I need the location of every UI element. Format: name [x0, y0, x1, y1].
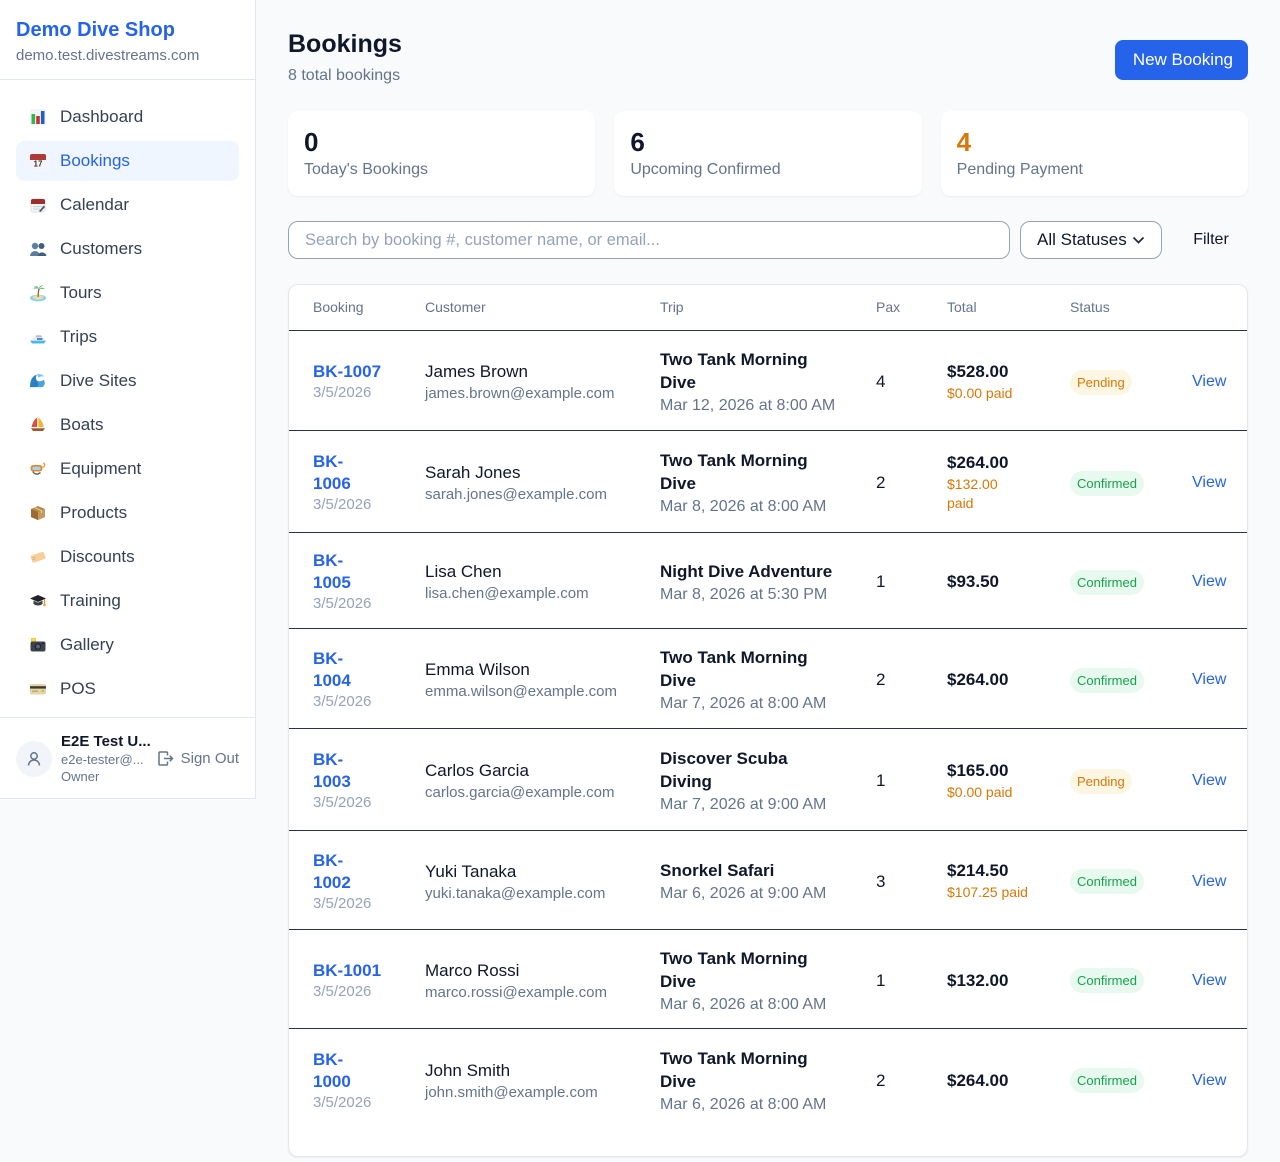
svg-text:17: 17 — [34, 160, 43, 169]
